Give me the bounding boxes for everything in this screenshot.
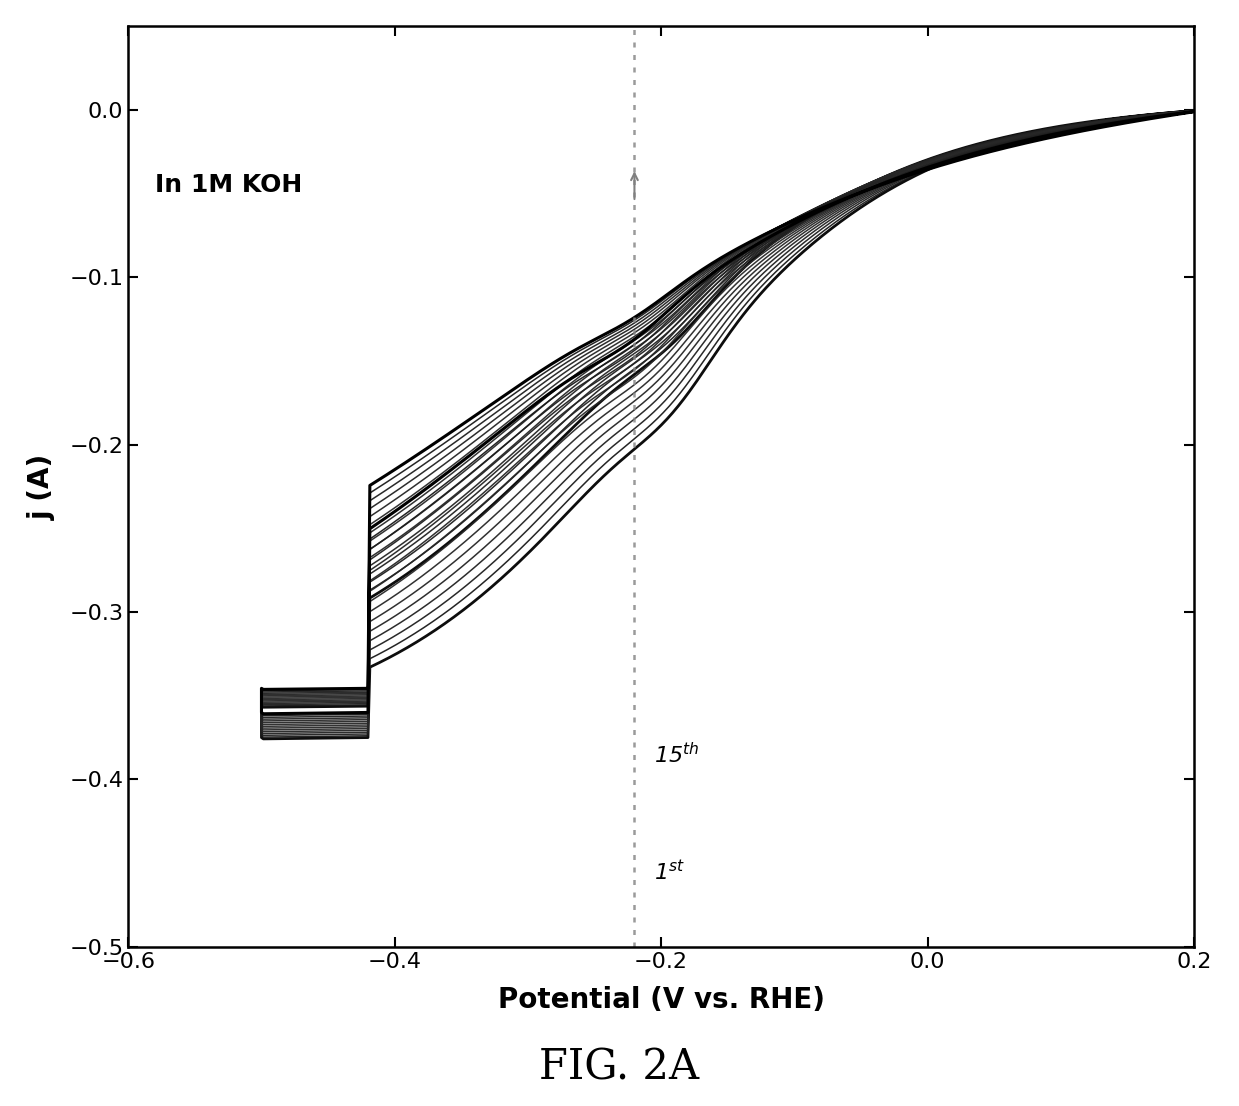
Y-axis label: j (A): j (A): [27, 453, 56, 520]
Text: In 1M KOH: In 1M KOH: [155, 174, 302, 197]
Text: FIG. 2A: FIG. 2A: [539, 1046, 700, 1088]
Text: 15$^{th}$: 15$^{th}$: [654, 742, 700, 766]
Text: 1$^{st}$: 1$^{st}$: [654, 859, 685, 884]
X-axis label: Potential (V vs. RHE): Potential (V vs. RHE): [498, 985, 825, 1013]
